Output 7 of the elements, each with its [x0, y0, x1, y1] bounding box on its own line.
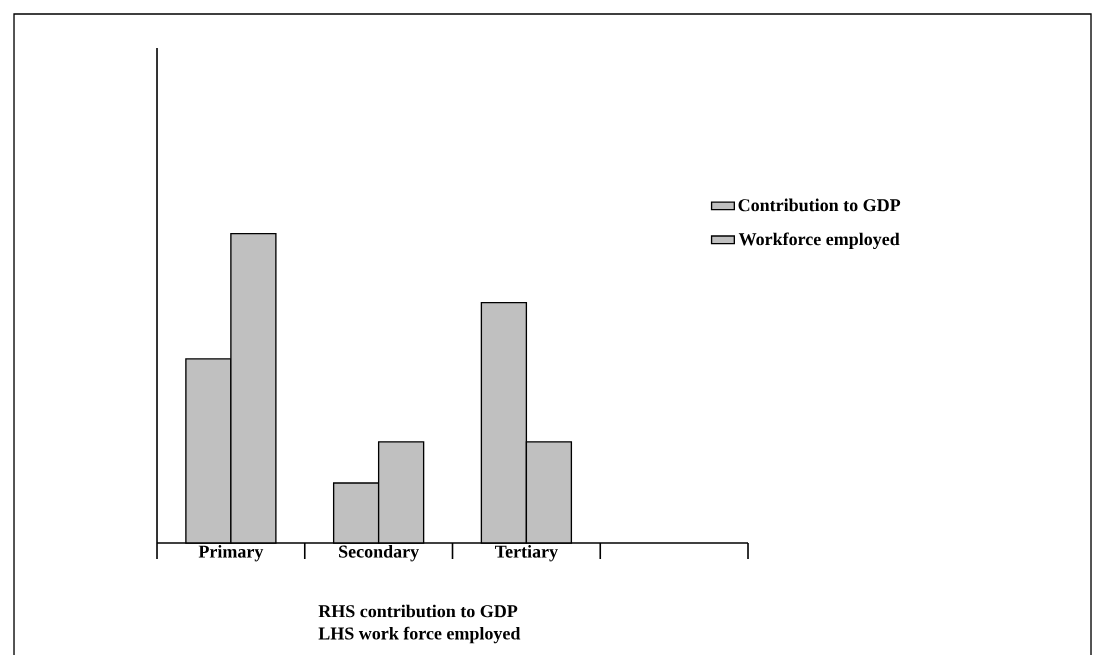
- x-tick-label: Primary: [198, 545, 264, 562]
- text: LHS work force employed: [318, 626, 521, 644]
- legend-label: Workforce employed: [738, 232, 900, 249]
- legend-label: Contribution to GDP: [738, 198, 901, 212]
- x-tick-label: Secondary: [339, 545, 419, 562]
- text: RHS contribution to GDP: [318, 604, 518, 618]
- x-tick-label: Tertiary: [495, 545, 558, 562]
